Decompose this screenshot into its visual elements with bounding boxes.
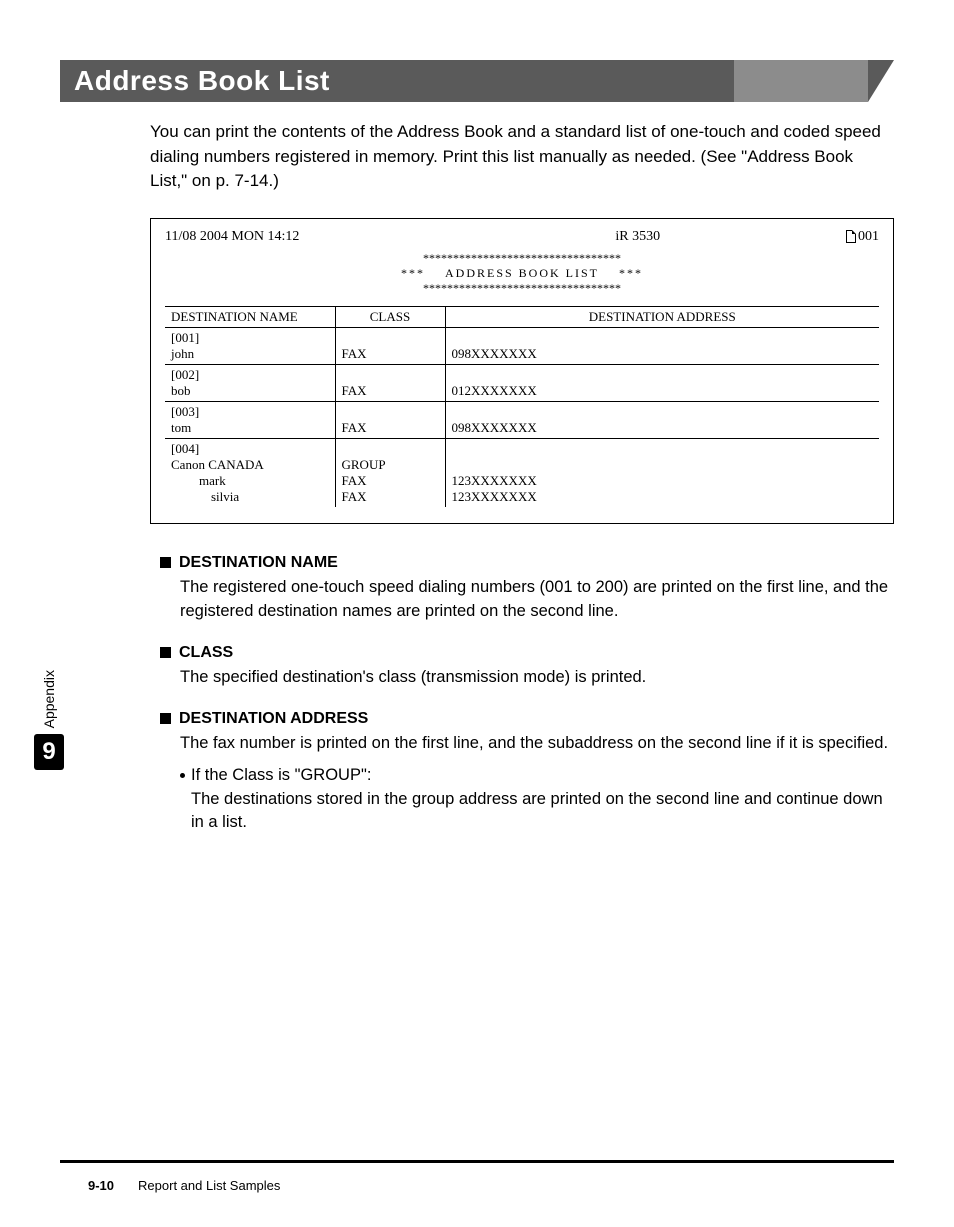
title-banner: Address Book List [60, 60, 894, 102]
table-row: [002] bob FAX 012XXXXXXX [165, 364, 879, 401]
report-datetime: 11/08 2004 MON 14:12 [165, 229, 299, 245]
group-member-class: FAX [342, 473, 367, 488]
group-member-name: silvia [171, 489, 329, 505]
row-class: GROUP [342, 457, 386, 472]
table-header-row: DESTINATION NAME CLASS DESTINATION ADDRE… [165, 306, 879, 327]
table-row: [003] tom FAX 098XXXXXXX [165, 401, 879, 438]
title-stars-left: *** [401, 266, 425, 280]
side-chapter-number: 9 [34, 734, 64, 770]
group-member-class: FAX [342, 489, 367, 504]
row-name: tom [171, 420, 191, 435]
report-page-indicator: 001 [846, 229, 879, 245]
section-body: The specified destination's class (trans… [180, 666, 894, 690]
row-addr: 012XXXXXXX [452, 383, 537, 398]
th-name: DESTINATION NAME [165, 306, 335, 327]
page-number: 9-10 [88, 1178, 114, 1193]
report-page-num: 001 [858, 229, 879, 245]
report-title: ADDRESS BOOK LIST [445, 266, 599, 280]
th-addr: DESTINATION ADDRESS [445, 306, 879, 327]
intro-paragraph: You can print the contents of the Addres… [150, 120, 894, 194]
section-title: DESTINATION NAME [179, 554, 338, 572]
footer-title: Report and List Samples [138, 1178, 280, 1193]
dot-bullet-icon [180, 773, 185, 778]
section-class: CLASS The specified destination's class … [160, 644, 894, 690]
square-bullet-icon [160, 713, 171, 724]
page-icon [846, 230, 856, 243]
stars-top: ********************************* [165, 251, 879, 266]
th-class: CLASS [335, 306, 445, 327]
square-bullet-icon [160, 647, 171, 658]
row-id: [001] [171, 330, 199, 345]
stars-bottom: ********************************* [165, 281, 879, 296]
row-addr: 098XXXXXXX [452, 346, 537, 361]
section-title: CLASS [179, 644, 233, 662]
bullet-item: If the Class is "GROUP": [180, 764, 894, 788]
side-label: Appendix [41, 670, 57, 728]
title-stars-right: *** [619, 266, 643, 280]
row-id: [003] [171, 404, 199, 419]
row-id: [004] [171, 441, 199, 456]
square-bullet-icon [160, 557, 171, 568]
row-addr: 098XXXXXXX [452, 420, 537, 435]
footer-rule [60, 1160, 894, 1163]
report-sample-box: 11/08 2004 MON 14:12 iR 3530 001 *******… [150, 218, 894, 524]
row-name: bob [171, 383, 191, 398]
report-title-block: ********************************* *** AD… [165, 251, 879, 296]
row-id: [002] [171, 367, 199, 382]
bullet-continuation: The destinations stored in the group add… [191, 788, 894, 836]
row-name: Canon CANADA [171, 457, 264, 472]
bullet-lead: If the Class is "GROUP": [191, 764, 371, 788]
group-member-name: mark [171, 473, 329, 489]
page-heading: Address Book List [60, 60, 894, 102]
report-table: DESTINATION NAME CLASS DESTINATION ADDRE… [165, 306, 879, 507]
report-device: iR 3530 [299, 229, 846, 245]
row-class: FAX [342, 346, 367, 361]
section-destination-name: DESTINATION NAME The registered one-touc… [160, 554, 894, 624]
table-row: [001] john FAX 098XXXXXXX [165, 327, 879, 364]
table-row-group: [004] Canon CANADA mark silvia GROUP FAX… [165, 438, 879, 507]
report-header-row: 11/08 2004 MON 14:12 iR 3530 001 [165, 229, 879, 245]
section-destination-address: DESTINATION ADDRESS The fax number is pr… [160, 710, 894, 836]
row-class: FAX [342, 420, 367, 435]
chapter-side-tab: Appendix 9 [34, 670, 64, 770]
page-footer: 9-10 Report and List Samples [88, 1178, 280, 1193]
section-body: The fax number is printed on the first l… [180, 732, 894, 756]
row-name: john [171, 346, 194, 361]
section-title: DESTINATION ADDRESS [179, 710, 368, 728]
section-body: The registered one-touch speed dialing n… [180, 576, 894, 624]
row-class: FAX [342, 383, 367, 398]
group-member-addr: 123XXXXXXX [452, 489, 537, 504]
group-member-addr: 123XXXXXXX [452, 473, 537, 488]
